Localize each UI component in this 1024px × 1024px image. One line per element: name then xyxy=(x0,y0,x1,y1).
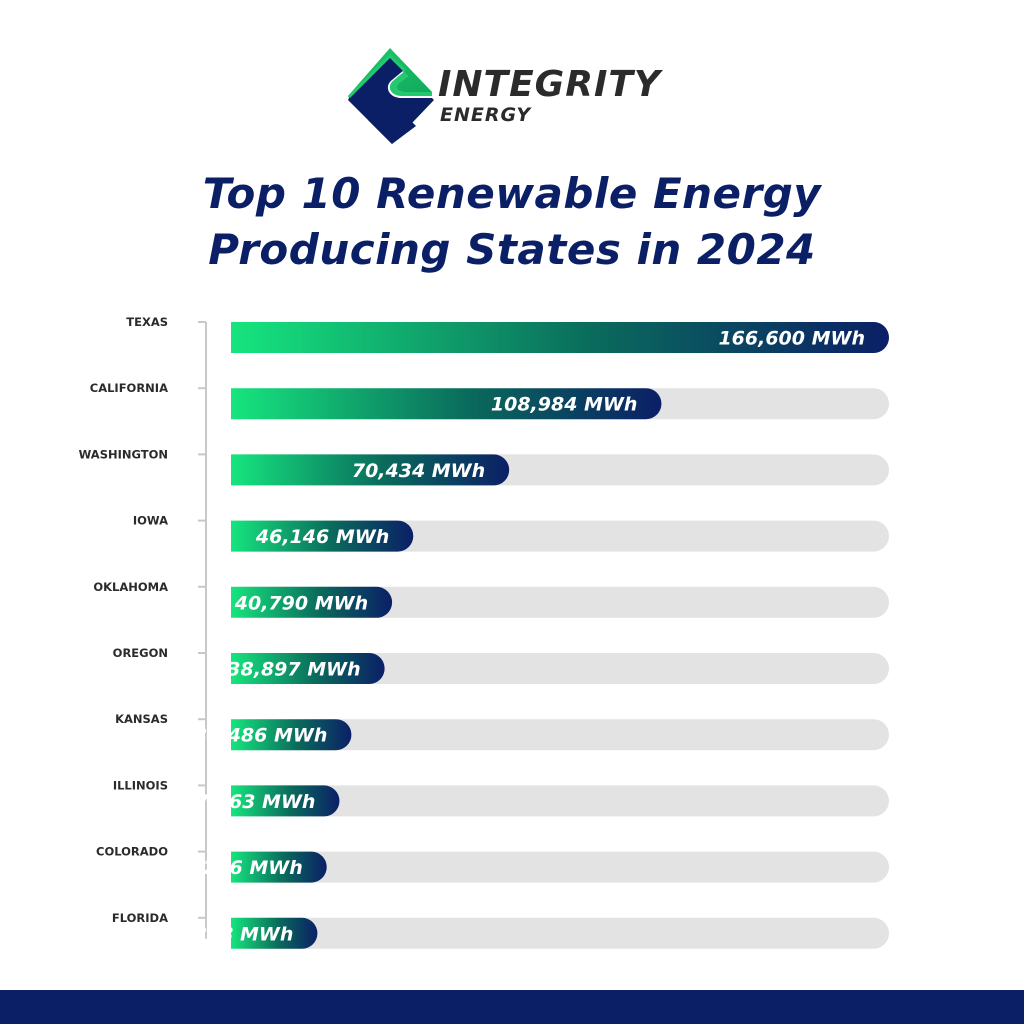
value-label-florida: 21,878 MWh xyxy=(160,923,293,945)
value-label-colorado: 24,236 MWh xyxy=(169,857,302,879)
bar-washington xyxy=(231,454,510,486)
bar-track xyxy=(231,785,889,817)
bar-iowa xyxy=(231,520,414,552)
bar-track xyxy=(231,653,889,684)
value-label-texas: 166,600 MWh xyxy=(718,328,865,350)
bar-illinois xyxy=(231,785,340,817)
brand-name-line2: ENERGY xyxy=(440,104,532,126)
category-label-texas: TEXAS xyxy=(126,315,168,329)
chart-title-line2: Producing States in 2024 xyxy=(208,225,816,274)
bar-texas xyxy=(231,322,889,353)
bar-california xyxy=(231,388,662,420)
value-label-oklahoma: 40,790 MWh xyxy=(234,592,368,614)
value-label-kansas: 30,486 MWh xyxy=(194,725,327,747)
category-label-florida: FLORIDA xyxy=(112,911,168,925)
category-label-illinois: ILLINOIS xyxy=(113,778,168,792)
category-label-california: CALIFORNIA xyxy=(90,381,168,395)
value-label-california: 108,984 MWh xyxy=(491,394,638,416)
value-label-oregon: 38,897 MWh xyxy=(227,659,360,681)
bar-colorado xyxy=(231,851,327,883)
category-label-oregon: OREGON xyxy=(113,646,168,660)
bar-florida xyxy=(231,917,318,949)
category-label-kansas: KANSAS xyxy=(115,712,168,726)
bar-track xyxy=(231,719,889,751)
bar-oregon xyxy=(231,653,385,684)
chart-title: Top 10 Renewable Energy Producing States… xyxy=(0,166,1024,278)
bar-track xyxy=(231,917,889,949)
category-label-washington: WASHINGTON xyxy=(79,447,168,461)
bar-track xyxy=(231,586,889,618)
bar-oklahoma xyxy=(231,586,393,618)
value-label-illinois: 27,463 MWh xyxy=(182,791,315,813)
category-label-oklahoma: OKLAHOMA xyxy=(93,580,168,594)
bar-track xyxy=(231,851,889,883)
bar-kansas xyxy=(231,719,352,751)
footer-band xyxy=(0,990,1024,1024)
value-label-washington: 70,434 MWh xyxy=(352,460,485,482)
category-label-colorado: COLORADO xyxy=(96,845,168,859)
value-label-iowa: 46,146 MWh xyxy=(255,526,389,548)
integrity-energy-logo-icon xyxy=(348,48,434,144)
brand-logo: INTEGRITY ENERGY xyxy=(346,46,686,150)
brand-name-line1: INTEGRITY xyxy=(438,64,661,105)
chart-title-line1: Top 10 Renewable Energy xyxy=(202,169,822,218)
category-label-iowa: IOWA xyxy=(133,514,168,528)
